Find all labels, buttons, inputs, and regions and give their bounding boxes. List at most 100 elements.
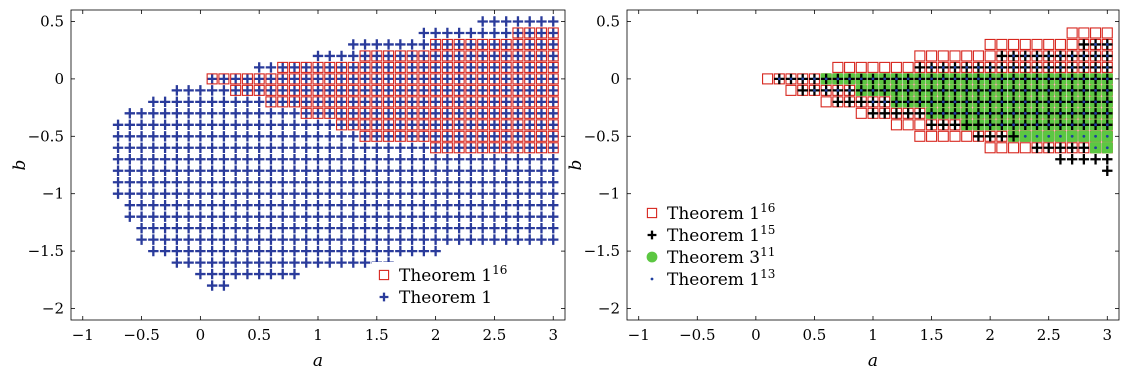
data-point-theorem-1-16-161 [335,119,348,131]
data-point-theorem-1-222 [148,119,159,131]
data-point-theorem-1-602 [218,234,230,245]
data-point-theorem-1-13-71 [988,88,992,92]
data-point-theorem-1-179 [524,96,535,108]
data-point-theorem-1-13-29 [801,77,805,81]
data-point-theorem-1-28 [453,39,465,50]
data-point-theorem-1-677 [218,268,230,280]
data-point-theorem-1-192 [242,108,253,119]
data-point-theorem-1-283 [418,131,430,142]
data-point-theorem-1-13-93 [1000,100,1004,104]
data-point-theorem-1-235 [301,119,312,131]
y-tick-label: −1 [598,185,620,203]
data-point-theorem-1-16-166 [394,119,406,131]
data-point-theorem-1-13-54 [1094,77,1097,81]
data-point-theorem-1-108 [489,73,500,85]
data-point-theorem-1-16-148 [406,107,418,119]
data-point-theorem-1-218 [548,108,559,119]
data-point-theorem-1-557 [536,211,547,222]
data-point-theorem-1-16-201 [477,142,489,154]
data-point-theorem-1-2 [500,16,512,27]
y-axis-label: b [10,160,30,171]
data-point-theorem-1-16-43 [406,61,418,73]
data-point-theorem-1-651 [383,245,394,257]
data-point-theorem-1-682 [277,268,288,280]
data-point-theorem-1-684 [206,280,218,291]
data-point-theorem-1-13-125 [1059,123,1062,127]
data-point-theorem-1-299 [159,142,171,153]
data-point-theorem-1-16-16 [371,50,383,62]
data-point-theorem-1-142 [500,85,512,96]
data-point-theorem-1-49 [453,50,465,62]
data-point-theorem-1-16-82 [512,73,524,85]
data-point-theorem-1-16-180 [914,130,926,142]
data-point-theorem-1-558 [548,211,559,222]
legend-marker-1 [378,269,390,281]
data-point-theorem-1-78 [489,62,500,73]
data-point-theorem-1-13-77 [1059,88,1062,92]
data-point-theorem-1-16-184 [961,130,973,142]
data-point-theorem-1-13-100 [1082,100,1086,104]
data-point-theorem-1-13-4 [1035,54,1039,58]
data-point-theorem-1-16-60 [253,73,265,85]
data-point-theorem-1-29 [465,39,477,50]
data-point-theorem-1-13-24 [1082,66,1086,69]
data-point-theorem-1-23 [395,39,406,50]
data-point-theorem-1-15-159 [1090,154,1101,165]
data-point-theorem-1-254 [524,119,535,131]
data-point-theorem-1-46 [418,50,430,62]
data-point-theorem-1-436 [430,177,441,188]
x-tick-label: −1 [628,326,650,344]
data-point-theorem-1-535 [277,211,288,222]
data-point-theorem-1-370 [548,154,559,165]
data-point-theorem-1-16-205 [524,142,536,154]
data-point-theorem-1-387 [301,165,312,176]
data-point-theorem-1-568 [242,222,253,234]
data-point-theorem-1-140 [477,85,488,96]
data-point-theorem-1-561 [159,222,171,234]
data-point-theorem-1-569 [253,222,265,234]
data-point-theorem-1-16-156 [500,107,512,119]
data-point-theorem-1-16-130 [453,96,465,108]
data-point-theorem-1-266 [218,131,230,142]
data-point-theorem-1-16-133 [488,96,500,108]
data-point-theorem-1-75 [453,62,465,73]
data-point-theorem-1-13-96 [1035,100,1039,104]
data-point-theorem-1-13-135 [1082,134,1086,138]
data-point-theorem-1-16-136 [524,96,536,108]
data-point-theorem-1-16-13 [535,38,548,50]
data-point-theorem-1-492 [206,199,218,211]
x-tick-label: 0.5 [802,326,826,344]
data-point-theorem-1-58 [253,62,265,73]
data-point-theorem-1-313 [324,142,335,153]
data-point-theorem-1-13-25 [1094,66,1097,69]
data-point-theorem-1-26 [430,39,441,50]
data-point-theorem-1-244 [406,119,418,131]
data-point-theorem-1-16-20 [418,50,430,62]
data-point-theorem-1-428 [336,177,347,188]
data-point-theorem-1-365 [489,154,500,165]
data-point-theorem-1-16-85 [547,73,559,85]
series-theorem-1-15 [774,39,1113,176]
data-point-theorem-1-68 [371,62,383,73]
legend-marker-3 [646,251,658,263]
data-point-theorem-1-272 [289,131,300,142]
data-point-theorem-1-597 [159,234,171,245]
data-point-theorem-1-556 [524,211,535,222]
data-point-theorem-1-13-82 [871,100,875,104]
data-point-theorem-1-50 [465,50,477,62]
data-point-theorem-1-112 [536,73,547,85]
data-point-theorem-1-16-19 [961,50,973,62]
data-point-theorem-1-0 [477,16,488,27]
data-point-theorem-1-213 [489,108,500,119]
data-point-theorem-1-451 [159,188,171,199]
data-point-theorem-1-577 [348,222,359,234]
data-point-theorem-1-16-86 [785,84,797,96]
data-point-theorem-1-368 [524,154,535,165]
data-point-theorem-1-13-2 [1012,54,1015,58]
data-point-theorem-1-13-99 [1070,100,1074,104]
data-point-theorem-1-461 [277,188,288,199]
data-point-theorem-1-16-100 [394,84,406,96]
data-point-theorem-1-518 [512,199,524,211]
data-point-theorem-1-16-15 [359,50,371,62]
data-point-theorem-1-16-158 [524,107,536,119]
